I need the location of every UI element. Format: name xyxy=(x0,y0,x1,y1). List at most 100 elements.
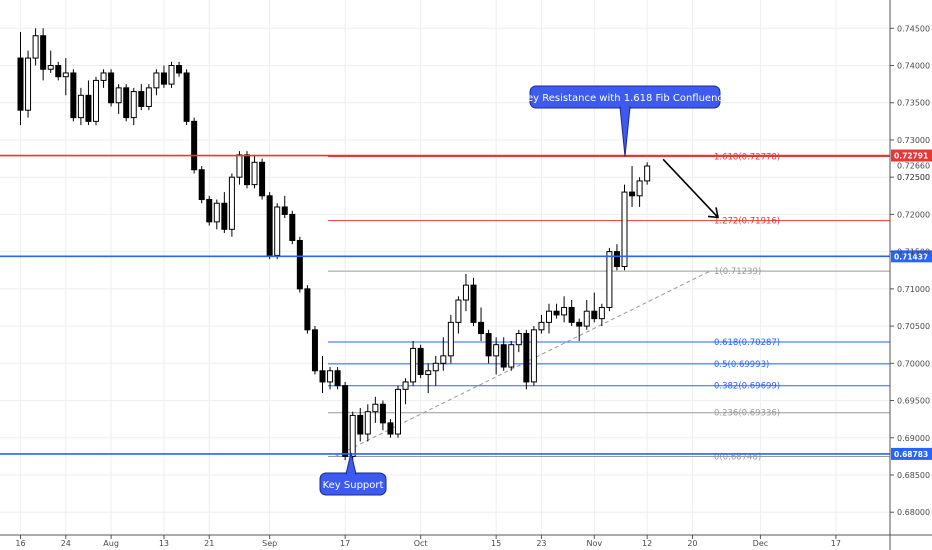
candle-body-down xyxy=(85,94,92,122)
candle-body-down xyxy=(259,161,266,197)
candle xyxy=(206,195,213,226)
price-tick-label: 0.69000 xyxy=(897,434,930,443)
time-tick-label: 16 xyxy=(15,539,25,548)
candle-body-up xyxy=(621,191,628,268)
candle-body-up xyxy=(546,310,552,323)
candle xyxy=(402,378,409,405)
candle xyxy=(387,419,394,438)
candle xyxy=(342,381,349,461)
annotations[interactable]: Key Resistance with 1.618 Fib Confluence… xyxy=(319,85,729,496)
candle xyxy=(244,151,250,189)
time-tick-label: 13 xyxy=(159,539,169,548)
candle-body-down xyxy=(108,72,115,104)
current-price-label: 0.72500 xyxy=(897,173,930,182)
candle-body-up xyxy=(77,94,84,119)
time-axis[interactable]: 16 24 Aug 13 21 Sep 17 Oct 15 23 Nov 12 20 Dec 17 xyxy=(0,534,932,548)
price-tag[interactable]: 0.71437 xyxy=(891,250,932,263)
fib-level-label: 1.618(0.72778) xyxy=(714,152,780,162)
candle xyxy=(598,303,605,327)
candle xyxy=(327,367,334,390)
candle-body-up xyxy=(327,370,334,383)
candle xyxy=(515,329,522,353)
price-tick-label: 0.70500 xyxy=(897,322,930,331)
candle-body-up xyxy=(455,299,462,323)
candle-body-up xyxy=(395,388,401,435)
price-tick-label: 0.74500 xyxy=(897,24,930,33)
horizontal-levels[interactable]: 0.72791 0.71437 0.68783 xyxy=(0,149,932,460)
time-tick-label: Sep xyxy=(262,539,277,548)
candle-body-down xyxy=(523,333,530,383)
candle-body-up xyxy=(425,370,432,375)
candle xyxy=(636,177,643,207)
candle xyxy=(160,65,167,88)
candle xyxy=(40,28,47,81)
candle xyxy=(228,173,235,237)
target-arrow-head xyxy=(707,207,719,219)
candle-body-up xyxy=(236,154,243,178)
candle xyxy=(296,236,303,293)
time-tick-label: 21 xyxy=(204,539,214,548)
candle xyxy=(561,296,568,323)
candle xyxy=(266,192,273,260)
candle xyxy=(153,69,160,96)
candle-body-up xyxy=(530,329,537,383)
candle-body-up xyxy=(168,65,175,85)
price-tag[interactable]: 0.68783 xyxy=(891,447,932,460)
callout-key-resistance-text: Key Resistance with 1.618 Fib Confluence xyxy=(521,93,729,104)
callout-key-support-text: Key Support xyxy=(323,480,384,491)
candle xyxy=(32,28,39,66)
candle xyxy=(191,117,198,174)
current-price-label: 0.72660 xyxy=(897,161,930,170)
price-tag-label: 0.68783 xyxy=(894,450,928,459)
candle-body-up xyxy=(440,355,447,364)
candle-body-down xyxy=(568,306,575,323)
candle-body-down xyxy=(296,239,303,290)
price-axis[interactable]: 0.74500 0.74000 0.73500 0.73000 0.72500 0.720… xyxy=(889,0,930,550)
candle-body-up xyxy=(228,176,235,230)
fib-level-label: 1.272(0.71916) xyxy=(714,217,780,227)
time-tick-label: 20 xyxy=(687,539,697,548)
candle-body-up xyxy=(515,333,522,346)
candle xyxy=(62,58,69,96)
candle-body-down xyxy=(183,72,190,122)
fib-level-label: 0(0.68748) xyxy=(714,453,761,463)
candle xyxy=(349,411,356,461)
price-tag[interactable]: 0.72791 xyxy=(891,149,932,162)
price-tick-label: 0.72000 xyxy=(897,210,930,219)
candle-body-up xyxy=(47,65,54,70)
fibonacci-levels[interactable]: 1.618(0.72778) 1.272(0.71916) 1(0.71239) 0.… xyxy=(328,152,890,463)
candle-body-down xyxy=(198,169,205,201)
candle xyxy=(357,407,364,442)
candle-body-down xyxy=(304,288,311,331)
price-tag-label: 0.71437 xyxy=(894,252,928,261)
candle-body-down xyxy=(176,65,183,74)
candle xyxy=(621,184,628,271)
fib-level-label: 0.382(0.69699) xyxy=(714,382,780,392)
candle xyxy=(77,87,84,126)
candle xyxy=(130,87,137,126)
candle xyxy=(115,84,122,114)
candle-body-down xyxy=(387,422,394,435)
candle-body-up xyxy=(62,72,69,78)
callout-pointer-join xyxy=(621,106,629,109)
price-tick-label: 0.72500 xyxy=(897,173,930,182)
candle xyxy=(289,210,296,245)
candle-body-down xyxy=(244,154,250,186)
candle-body-up xyxy=(153,72,160,89)
candle xyxy=(281,195,288,219)
price-tick-label: 0.71500 xyxy=(897,248,930,257)
candle xyxy=(613,244,620,271)
candle xyxy=(176,61,183,77)
callout-key-support[interactable]: Key Support xyxy=(319,452,387,496)
callout-key-resistance[interactable]: Key Resistance with 1.618 Fib Confluence xyxy=(521,85,729,157)
candle xyxy=(538,314,545,334)
time-tick-label: 23 xyxy=(536,539,546,548)
candle-body-down xyxy=(319,370,326,383)
candle xyxy=(123,84,130,122)
candle-body-down xyxy=(417,347,424,375)
price-tick-label: 0.73500 xyxy=(897,99,930,108)
candle xyxy=(493,337,500,375)
candle xyxy=(508,340,515,371)
